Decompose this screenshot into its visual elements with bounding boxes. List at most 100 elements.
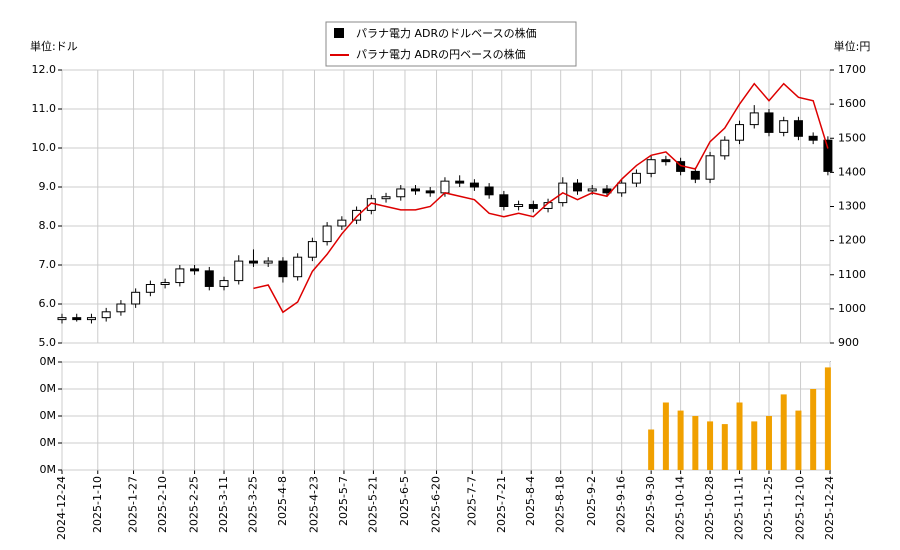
x-tick-label: 2025-8-4 [524,476,537,526]
x-tick-label: 2025-3-25 [246,476,259,533]
legend [325,21,577,67]
y2-tick-label: 1500 [838,131,866,144]
candle-body [131,291,141,305]
x-tick-label: 2025-4-23 [307,476,320,533]
y-tick-label: 5.0 [39,336,57,349]
x-tick-label: 2025-12-10 [794,476,807,540]
candle-body [455,180,465,184]
candle-body [793,120,803,137]
x-tick-label: 2025-2-25 [188,476,201,533]
x-tick-label: 2025-9-16 [615,476,628,533]
volume-bar [765,416,772,470]
candle-body [366,198,376,211]
y-tick-label: 10.0 [32,141,57,154]
volume-bar [648,429,655,470]
candle-body [617,182,627,194]
volume-bar [721,424,728,470]
candle-body [278,260,288,278]
x-tick-label: 2025-7-7 [465,476,478,526]
y-tick-label: 0M [40,409,57,422]
candle-body [101,311,111,319]
candle-body [337,219,347,227]
plot-frame [61,69,831,344]
candle-body [484,186,494,196]
y-tick-label: 0M [40,382,57,395]
candle-body [823,139,833,172]
x-tick-label: 2025-6-5 [398,476,411,526]
x-tick-label: 2025-3-11 [217,476,230,533]
candle-body [425,190,435,194]
legend-label: パラナ電力 ADRの円ベースの株価 [356,47,526,61]
price-line [253,82,829,314]
x-tick-label: 2024-12-24 [55,476,68,540]
candle-body [749,112,759,126]
candle-body [145,284,155,293]
y-tick-label: 8.0 [39,219,57,232]
x-tick-label: 2025-10-28 [703,476,716,540]
candle-body [190,268,200,272]
candle-body [779,120,789,133]
x-tick-label: 2025-12-24 [823,476,836,540]
candle-body [661,159,671,163]
volume-bar [751,421,758,470]
x-tick-label: 2025-1-10 [91,476,104,533]
x-tick-label: 2025-11-11 [733,476,746,540]
candle-body [204,270,214,287]
x-tick-label: 2025-1-27 [127,476,140,533]
volume-bar [795,410,802,470]
candle-body [735,124,745,141]
y2-tick-label: 1600 [838,97,866,110]
candle-body [469,182,479,188]
y2-tick-label: 1100 [838,268,866,281]
candle-body [175,268,185,284]
volume-bar [810,389,817,470]
candle-body [219,280,229,287]
x-tick-label: 2025-5-7 [337,476,350,526]
candle-body [440,180,450,194]
y2-axis-label: 単位:円 [834,39,871,53]
candle-body [263,260,273,264]
y2-tick-label: 1000 [838,302,866,315]
candle-body [720,139,730,157]
x-tick-label: 2025-7-21 [495,476,508,533]
volume-bar [824,367,831,470]
y-tick-label: 7.0 [39,258,57,271]
volume-bar [692,416,699,470]
candle-body [528,204,538,209]
x-tick-label: 2025-5-21 [366,476,379,533]
volume-bar [707,421,714,470]
candle-body [86,317,96,321]
candle-body [587,188,597,192]
candle-body [396,188,406,198]
volume-bar [662,402,669,470]
x-tick-label: 2025-2-10 [156,476,169,533]
y-tick-label: 6.0 [39,297,57,310]
y-tick-label: 12.0 [32,63,57,76]
x-tick-label: 2025-6-20 [430,476,443,533]
candle-body [293,256,303,278]
candle-body [573,182,583,192]
volume-bar [677,410,684,470]
x-tick-label: 2025-10-14 [674,476,687,540]
candle-body [248,260,258,264]
candle-body [160,282,170,285]
candle-body [322,225,332,243]
y-tick-label: 0M [40,436,57,449]
x-tick-label: 2025-4-8 [276,476,289,526]
candle-body [514,204,524,208]
x-tick-label: 2025-9-2 [585,476,598,526]
legend-swatch [334,28,344,38]
candle-body [764,112,774,133]
candle-body [352,209,362,221]
candle-body [381,196,391,200]
candle-body [410,188,420,192]
volume-bar [736,402,743,470]
candle-body [705,155,715,180]
y-tick-label: 0M [40,463,57,476]
y2-tick-label: 1700 [838,63,866,76]
candle-body [72,317,82,321]
y2-tick-label: 1300 [838,200,866,213]
y-axis-label: 単位:ドル [30,39,78,53]
candle-body [646,159,656,174]
candle-body [690,170,700,180]
